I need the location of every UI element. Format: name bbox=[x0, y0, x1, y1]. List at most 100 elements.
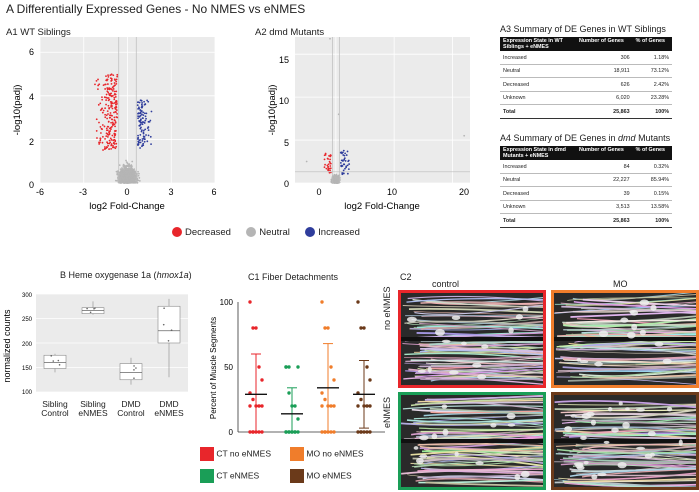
a4-cell: Unknown bbox=[500, 200, 576, 215]
point bbox=[121, 177, 123, 180]
point bbox=[137, 101, 140, 104]
c1-point bbox=[248, 430, 252, 434]
point bbox=[326, 157, 329, 160]
point bbox=[113, 119, 116, 121]
a3-cell: 306 bbox=[576, 51, 633, 65]
point bbox=[335, 177, 337, 180]
micrograph-mo-no-enmes bbox=[551, 290, 699, 388]
point bbox=[112, 144, 114, 147]
point bbox=[114, 179, 117, 182]
volcano-legend: Decreased Neutral Increased bbox=[172, 227, 360, 238]
point bbox=[142, 135, 145, 138]
point bbox=[107, 91, 110, 94]
point bbox=[113, 90, 116, 93]
point bbox=[108, 132, 111, 135]
point bbox=[342, 169, 345, 172]
point bbox=[138, 180, 141, 182]
point bbox=[113, 141, 115, 144]
point bbox=[115, 80, 118, 83]
box bbox=[43, 354, 67, 369]
a3-cell: Total bbox=[500, 104, 576, 119]
c1-point bbox=[332, 404, 336, 408]
a2-ylabel: -log10(padj) bbox=[267, 85, 278, 136]
point bbox=[94, 83, 96, 86]
point bbox=[125, 174, 128, 177]
box-point bbox=[133, 369, 135, 371]
point bbox=[343, 157, 346, 160]
point bbox=[107, 76, 110, 78]
point bbox=[327, 165, 330, 168]
point bbox=[141, 139, 144, 142]
point bbox=[138, 177, 141, 179]
point bbox=[110, 80, 113, 82]
point bbox=[139, 109, 142, 111]
point bbox=[149, 135, 152, 138]
point bbox=[327, 163, 330, 166]
a2-ytick: 0 bbox=[284, 179, 289, 189]
point bbox=[105, 127, 108, 130]
point bbox=[344, 160, 347, 162]
point bbox=[125, 159, 127, 162]
point bbox=[98, 83, 101, 86]
point bbox=[137, 112, 140, 115]
c1-point bbox=[287, 365, 291, 369]
c1-point bbox=[359, 430, 363, 434]
c1-point bbox=[329, 365, 333, 369]
point bbox=[110, 77, 113, 80]
point bbox=[339, 151, 342, 154]
a1-ylabel: -log10(padj) bbox=[12, 85, 23, 136]
a2-xtick: 20 bbox=[459, 187, 469, 197]
point bbox=[323, 166, 326, 169]
a2-xtick: 0 bbox=[316, 187, 321, 197]
box-point bbox=[135, 367, 137, 369]
point bbox=[342, 149, 345, 152]
point bbox=[138, 141, 140, 144]
point bbox=[142, 114, 145, 117]
box-point bbox=[133, 377, 135, 379]
point bbox=[95, 130, 98, 132]
point bbox=[105, 93, 108, 96]
legend-neutral-label: Neutral bbox=[259, 227, 290, 238]
point bbox=[99, 125, 102, 128]
point bbox=[107, 104, 110, 107]
point bbox=[329, 37, 331, 40]
point bbox=[109, 130, 112, 132]
point bbox=[101, 135, 104, 138]
c1-point bbox=[365, 430, 369, 434]
point bbox=[102, 149, 104, 151]
a3-header: Number of Genes bbox=[576, 37, 633, 52]
point bbox=[115, 116, 118, 118]
point bbox=[105, 114, 108, 117]
c1-point bbox=[356, 430, 360, 434]
point bbox=[141, 106, 144, 109]
a2-ytick: 10 bbox=[279, 96, 289, 106]
c1-point bbox=[368, 378, 372, 382]
point bbox=[329, 165, 332, 167]
point bbox=[101, 98, 104, 101]
c1-point bbox=[257, 365, 261, 369]
point bbox=[140, 110, 143, 112]
a4-table: Expression State in dmd Mutants + eNMES N… bbox=[500, 146, 672, 228]
point bbox=[116, 112, 118, 115]
a3-cell: Increased bbox=[500, 51, 576, 65]
point bbox=[110, 121, 112, 124]
point bbox=[109, 87, 112, 90]
c1-legend-label: MO eNMES bbox=[306, 470, 352, 481]
point bbox=[115, 105, 117, 108]
point bbox=[104, 116, 107, 119]
box-point bbox=[163, 307, 165, 309]
c1-ytick: 0 bbox=[229, 428, 234, 437]
a4-cell: 0.32% bbox=[632, 160, 672, 174]
point bbox=[114, 110, 117, 113]
point bbox=[332, 181, 335, 184]
c1-point bbox=[365, 404, 369, 408]
point bbox=[98, 143, 101, 145]
point bbox=[136, 173, 138, 175]
point bbox=[99, 139, 102, 142]
c1-point bbox=[368, 404, 372, 408]
c1-point bbox=[251, 326, 255, 330]
a3-cell: Neutral bbox=[500, 64, 576, 79]
point bbox=[108, 148, 110, 150]
c1-point bbox=[368, 430, 372, 434]
c1-ylabel: Percent of Muscle Segments bbox=[209, 317, 218, 419]
